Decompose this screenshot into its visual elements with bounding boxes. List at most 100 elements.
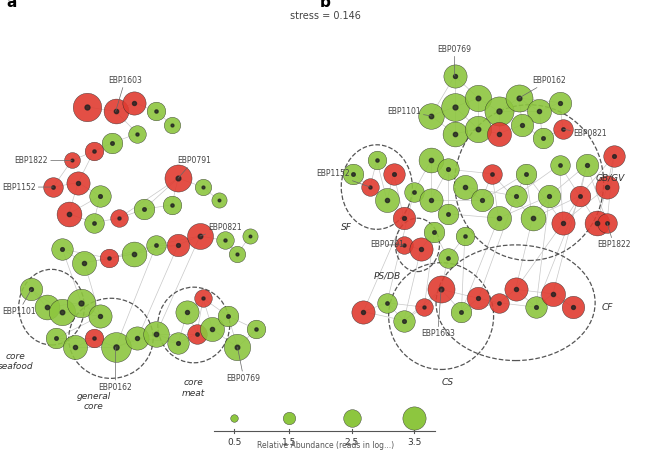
Text: general
core: general core [77,392,111,411]
Point [538,135,548,142]
Point [398,241,409,248]
Point [510,192,521,199]
Point [547,290,558,297]
Point [443,255,453,262]
Point [104,255,115,262]
Point [198,184,208,191]
Point [232,250,243,257]
Text: stress = 0.146: stress = 0.146 [290,11,361,21]
Point [111,344,121,351]
Point [51,335,61,342]
Point [214,197,224,204]
Point [57,308,68,315]
Point [426,112,436,119]
Point [510,286,521,293]
Point [534,108,544,115]
Point [195,232,205,239]
Point [173,241,184,248]
Text: EBP1822: EBP1822 [14,156,72,165]
Point [198,295,208,302]
Point [251,326,262,333]
Text: EBP0769: EBP0769 [227,347,261,383]
Point [132,335,143,342]
Point [460,232,470,239]
Point [473,94,484,102]
Point [365,184,375,191]
Point [558,219,568,226]
Point [111,108,121,115]
Point [223,312,233,319]
Point [443,255,453,262]
Text: EBP1101: EBP1101 [387,107,431,116]
Point [429,228,439,235]
Point [42,304,52,311]
Point [132,130,143,137]
Point [245,232,255,239]
Point [195,232,205,239]
Point [89,335,99,342]
Text: EBP1603: EBP1603 [421,289,454,338]
Text: EBP0162: EBP0162 [519,76,566,98]
Point [493,299,504,306]
Point [538,135,548,142]
Point [173,175,184,182]
Point [531,304,541,311]
Point [443,166,453,173]
Point [419,304,430,311]
Point [487,170,497,177]
Text: Relative Abundance (reads in log...): Relative Abundance (reads in log...) [257,441,394,450]
Point [57,308,68,315]
Point [398,241,409,248]
Point [429,228,439,235]
Text: EBP0821: EBP0821 [200,223,242,236]
Point [182,308,193,315]
Point [555,99,565,106]
Point [449,72,460,80]
Point [581,161,592,168]
Point [493,130,504,137]
Text: EBP0769: EBP0769 [437,45,472,76]
Point [372,157,382,164]
Text: core
meat: core meat [182,378,205,398]
Point [79,259,90,266]
Point [521,170,531,177]
Text: GB/GV: GB/GV [596,174,625,183]
Point [592,219,602,226]
Point [449,104,460,111]
Text: EBP1101: EBP1101 [2,289,36,316]
Point [48,184,59,191]
Point [111,108,121,115]
Text: EBP1603: EBP1603 [108,76,142,112]
Point [76,299,87,306]
Point [398,317,409,324]
Point [111,344,121,351]
Point [64,210,74,217]
Point [167,201,177,208]
Point [436,286,447,293]
Point [151,241,161,248]
Text: b: b [319,0,330,9]
Point [389,170,399,177]
Point [531,304,541,311]
Point [510,192,521,199]
Point [493,215,504,222]
Point [426,197,436,204]
Point [57,246,68,253]
Point [592,219,602,226]
Point [66,157,77,164]
Point [510,286,521,293]
Point [173,175,184,182]
Point [419,304,430,311]
Point [409,188,419,195]
Point [555,161,565,168]
Point [151,108,161,115]
Point [89,219,99,226]
Point [449,104,460,111]
Point [409,414,419,421]
Text: EBP1152: EBP1152 [316,169,370,187]
Point [415,246,426,253]
Point [70,344,80,351]
Point [381,197,392,204]
Point [477,197,487,204]
Point [191,330,202,338]
